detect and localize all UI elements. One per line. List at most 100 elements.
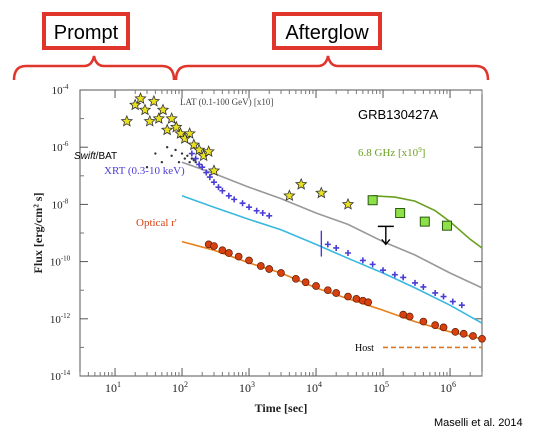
prompt-brace: [12, 55, 176, 81]
model-curve-radio_model: [372, 195, 483, 249]
optical-point: [364, 298, 373, 307]
xrt-point: [412, 279, 418, 286]
data-marks: [120, 92, 486, 343]
lat-point: [187, 138, 201, 151]
prompt-label: Prompt: [54, 22, 119, 44]
optical-label: Optical r': [136, 217, 177, 229]
bat-point: [188, 160, 191, 164]
xrt-point: [192, 155, 199, 162]
bat-point: [160, 160, 164, 164]
xrt-point: [458, 302, 465, 309]
x-axis-label: Time [sec]: [255, 401, 308, 415]
axis-ticks: 101 102 103 104 105 106 10-4 10-6 10-8 10-10 10-12…: [50, 83, 483, 395]
y-tick-label: 10-14: [50, 369, 71, 383]
xrt-point: [253, 207, 260, 214]
lat-point: [283, 189, 296, 202]
bat-point: [183, 157, 187, 160]
optical-point: [218, 246, 227, 255]
optical-point: [439, 323, 448, 332]
radio-point: [367, 195, 378, 206]
afterglow-label: Afterglow: [285, 22, 369, 44]
radio-point: [441, 220, 452, 231]
bat-point: [165, 146, 169, 149]
xrt-point: [391, 271, 398, 278]
optical-point: [323, 286, 332, 295]
lat-point: [192, 143, 206, 156]
radio-label: 6.8 GHz [x109]: [358, 146, 425, 159]
chart-title: GRB130427A: [358, 107, 439, 122]
lat-point: [315, 186, 328, 199]
xrt-point: [400, 274, 407, 281]
optical-point: [451, 327, 460, 336]
optical-point: [478, 334, 486, 343]
bat-point: [186, 154, 189, 158]
bat-point: [192, 159, 196, 162]
radio-point: [419, 216, 430, 227]
xrt-point: [333, 244, 340, 251]
lat-point: [129, 98, 142, 111]
x-tick-label: 102: [172, 380, 188, 395]
afterglow-brace: [174, 55, 490, 81]
xrt-point: [380, 267, 387, 274]
lat-point: [143, 114, 157, 127]
lat-point: [294, 177, 308, 190]
lat-point: [183, 127, 196, 139]
optical-point: [312, 282, 320, 290]
bat-point: [145, 165, 149, 169]
x-tick-label: 101: [105, 380, 121, 395]
optical-point: [234, 252, 243, 261]
y-tick-label: 10-8: [52, 197, 69, 211]
optical-point: [210, 242, 218, 250]
xrt-point: [324, 241, 331, 248]
y-tick-label: 10-12: [50, 312, 71, 326]
optical-point: [431, 321, 440, 329]
lat-point: [170, 120, 183, 133]
xrt-point: [369, 261, 376, 268]
lat-point: [120, 114, 134, 127]
lat-point: [160, 123, 174, 136]
x-tick-label: 105: [373, 380, 389, 395]
lat-point: [134, 92, 147, 104]
xrt-point: [345, 249, 351, 256]
lat-point: [341, 197, 355, 210]
afterglow-box: Afterglow: [272, 12, 382, 50]
xrt-point: [259, 210, 266, 217]
xrt-point: [420, 283, 427, 290]
xrt-point: [196, 161, 203, 168]
xrt-point: [199, 164, 206, 171]
optical-point: [225, 249, 233, 257]
xrt-point: [203, 169, 210, 176]
optical-point: [245, 256, 253, 265]
xrt-point: [239, 200, 246, 207]
citation: Maselli et al. 2014: [434, 417, 523, 429]
y-tick-label: 10-4: [52, 83, 69, 97]
plot-frame: [79, 89, 483, 377]
lat-point: [202, 145, 215, 157]
bat-point: [154, 152, 157, 155]
optical-point: [399, 310, 408, 319]
optical-point: [419, 317, 428, 326]
lat-point: [152, 112, 165, 124]
x-tick-label: 106: [440, 380, 456, 395]
lat-label: LAT (0.1-100 GeV) [x10]: [180, 97, 273, 107]
optical-point: [292, 274, 300, 283]
optical-point: [256, 262, 265, 270]
xrt-point: [188, 150, 195, 157]
y-tick-label: 10-10: [50, 255, 71, 269]
xrt-point: [440, 293, 447, 300]
x-tick-label: 103: [239, 380, 255, 395]
bat-point: [180, 152, 184, 155]
y-tick-label: 10-6: [52, 140, 69, 154]
xrt-point: [449, 298, 456, 305]
optical-point: [301, 278, 310, 287]
model-curve-total: [181, 161, 483, 289]
optical-point: [265, 265, 274, 273]
xrt-point: [231, 196, 238, 203]
xrt-point: [206, 174, 213, 181]
optical-point: [469, 332, 477, 340]
host-label: Host: [355, 343, 374, 354]
lat-point: [147, 94, 161, 107]
prompt-box: Prompt: [42, 12, 130, 50]
optical-point: [405, 312, 414, 321]
radio-point: [395, 208, 406, 219]
